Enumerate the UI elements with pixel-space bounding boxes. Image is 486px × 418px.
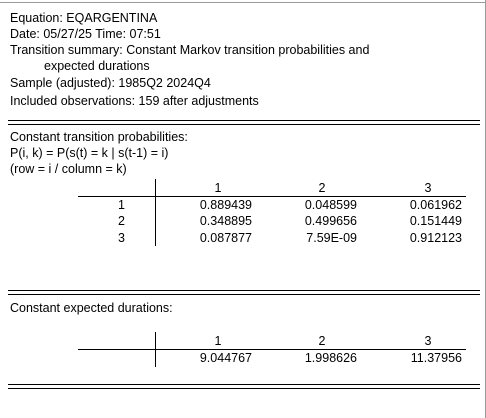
header-line: Transition summary: Constant Markov tran… bbox=[10, 43, 370, 57]
section-title: Constant transition probabilities: bbox=[10, 130, 188, 144]
double-rule bbox=[8, 124, 480, 125]
label-divider bbox=[155, 332, 156, 367]
column-header: 2 bbox=[318, 181, 326, 195]
double-rule bbox=[8, 384, 480, 385]
cell-value: 0.061962 bbox=[409, 198, 462, 212]
double-rule bbox=[8, 388, 480, 389]
cell-value: 7.59E-09 bbox=[306, 231, 357, 245]
header-line: Sample (adjusted): 1985Q2 2024Q4 bbox=[10, 76, 211, 90]
label-divider bbox=[155, 179, 156, 246]
column-header: 1 bbox=[214, 181, 222, 195]
cell-value: 0.087877 bbox=[199, 231, 252, 245]
cell-value: 9.044767 bbox=[199, 351, 252, 365]
header-rule bbox=[78, 349, 466, 350]
column-header: 3 bbox=[424, 181, 432, 195]
cell-value: 0.151449 bbox=[409, 214, 462, 228]
row-label: 3 bbox=[118, 231, 125, 245]
row-label: 2 bbox=[118, 214, 125, 228]
section-title: Constant expected durations: bbox=[10, 301, 173, 315]
double-rule bbox=[8, 120, 480, 121]
double-rule bbox=[8, 294, 480, 295]
header-rule bbox=[78, 196, 466, 197]
header-line: expected durations bbox=[44, 59, 150, 73]
column-header: 3 bbox=[424, 334, 432, 348]
cell-value: 0.889439 bbox=[199, 198, 252, 212]
frame-edge bbox=[0, 0, 486, 3]
column-header: 2 bbox=[318, 334, 326, 348]
cell-value: 0.499656 bbox=[304, 214, 357, 228]
row-label: 1 bbox=[118, 198, 125, 212]
section-line: (row = i / column = k) bbox=[10, 162, 127, 176]
cell-value: 0.348895 bbox=[199, 214, 252, 228]
header-line: Included observations: 159 after adjustm… bbox=[10, 94, 259, 108]
header-line: Equation: EQARGENTINA bbox=[10, 11, 158, 25]
section-line: P(i, k) = P(s(t) = k | s(t-1) = i) bbox=[10, 146, 169, 160]
cell-value: 11.37956 bbox=[410, 351, 462, 365]
header-line: Date: 05/27/25 Time: 07:51 bbox=[10, 27, 161, 41]
column-header: 1 bbox=[214, 334, 222, 348]
cell-value: 1.998626 bbox=[304, 351, 357, 365]
cell-value: 0.912123 bbox=[409, 231, 462, 245]
cell-value: 0.048599 bbox=[304, 198, 357, 212]
double-rule bbox=[8, 290, 480, 291]
